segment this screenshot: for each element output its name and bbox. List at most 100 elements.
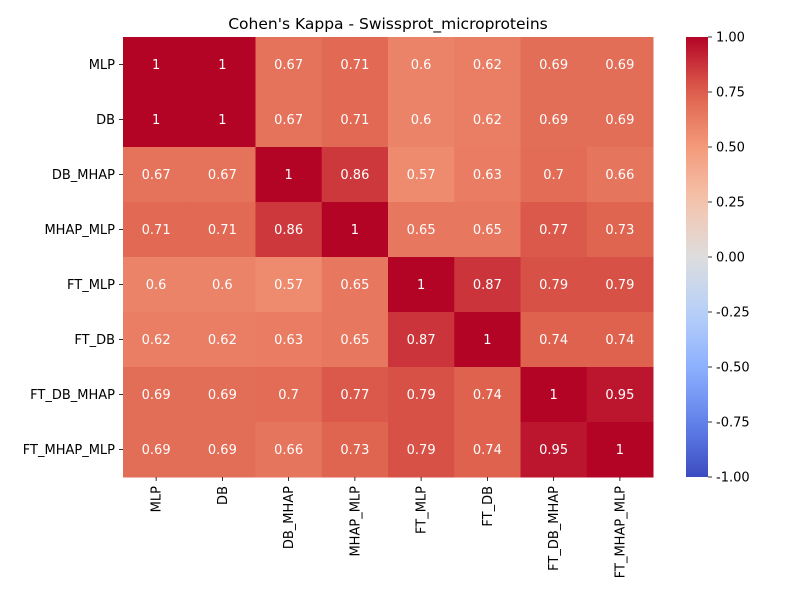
heatmap-cell [255,92,323,148]
cell-value-label: 0.65 [340,333,369,348]
row-label: FT_MHAP_MLP [23,443,115,458]
heatmap-cell [520,312,588,368]
colorbar-tick-label: 0.25 [716,196,745,211]
colorbar-tick-label: -0.75 [716,416,750,431]
cell-value-label: 0.63 [473,168,502,183]
heatmap-cell [255,37,323,93]
heatmap-cell [454,312,521,368]
cell-value-label: 0.65 [407,223,436,238]
heatmap-cell [520,257,588,313]
cell-value-label: 0.77 [539,223,568,238]
cell-value-label: 0.66 [274,443,303,458]
heatmap-cell [388,367,455,423]
cell-value-label: 0.62 [208,333,237,348]
heatmap-cell [454,367,521,423]
heatmap-cell [255,202,323,258]
cell-value-label: 0.7 [543,168,564,183]
cell-value-label: 0.65 [473,223,502,238]
heatmap-cell [321,367,389,423]
cell-value-label: 0.79 [407,443,436,458]
cell-value-label: 1 [284,168,292,183]
colorbar-tick-label: 0.00 [716,251,745,266]
cell-value-label: 1 [417,278,425,293]
cell-value-label: 0.69 [142,443,171,458]
cell-value-label: 0.57 [407,168,436,183]
heatmap-cell [586,367,654,423]
cell-value-label: 0.69 [208,388,237,403]
cell-value-label: 0.86 [340,168,369,183]
heatmap-cell [520,422,588,478]
heatmap-cell [189,312,256,368]
heatmap-cell [454,92,521,148]
cell-value-label: 0.71 [340,113,369,128]
heatmap-cell [321,37,389,93]
cell-value-label: 0.69 [539,113,568,128]
heatmap-cell [255,312,323,368]
cell-value-label: 0.74 [539,333,568,348]
row-labels: MLP DB DB_MHAP MHAP_MLP FT_MLP FT_DB FT_DB_MHA… [23,58,123,458]
heatmap-cell [255,422,323,478]
heatmap-cell [520,202,588,258]
heatmap-cell [454,422,521,478]
heatmap-cell [586,257,654,313]
heatmap-cell [454,202,521,258]
cell-value-label: 0.71 [208,223,237,238]
heatmap-cell [255,147,323,203]
heatmap-cell [454,257,521,313]
cell-value-label: 0.79 [539,278,568,293]
colorbar-tick-label: 0.75 [716,86,745,101]
heatmap-cell [321,147,389,203]
heatmap-cell [321,257,389,313]
cell-value-label: 0.74 [605,333,634,348]
chart-title: Cohen's Kappa - Swissprot_microproteins [228,15,548,34]
heatmap-cell [123,202,190,258]
heatmap-cell [189,147,256,203]
column-labels: MLP DB DB_MHAP MHAP_MLP FT_MLP FT_DB FT_DB_MHA… [150,477,628,578]
row-label: MLP [89,58,115,73]
heatmap-cell [123,312,190,368]
heatmap-cell [454,37,521,93]
cell-value-label: 0.63 [274,333,303,348]
cell-value-label: 0.66 [605,168,634,183]
heatmap-cell [586,147,654,203]
cell-value-label: 1 [549,388,557,403]
heatmap-cell [321,202,389,258]
row-label: MHAP_MLP [44,223,115,238]
cell-value-label: 0.69 [208,443,237,458]
cell-value-label: 0.74 [473,388,502,403]
cell-value-label: 0.67 [274,113,303,128]
heatmap-cell [454,147,521,203]
heatmap-cell [123,37,190,93]
column-label: MLP [150,486,165,512]
heatmap-cell [520,147,588,203]
heatmap-cell [388,147,455,203]
cell-value-label: 0.6 [146,278,167,293]
cell-value-label: 0.62 [473,58,502,73]
heatmap-cell [189,367,256,423]
column-label: DB_MHAP [282,486,297,549]
row-label: DB [96,113,115,128]
cell-value-label: 1 [616,443,624,458]
cell-value-label: 1 [351,223,359,238]
cell-value-label: 0.6 [411,113,432,128]
cell-value-label: 0.67 [142,168,171,183]
colorbar-tick-label: -1.00 [716,471,750,486]
heatmap-cell [189,92,256,148]
cell-value-label: 1 [218,113,226,128]
cell-value-label: 0.95 [539,443,568,458]
heatmap-cell [388,37,455,93]
heatmap-cell [520,367,588,423]
column-label: FT_MLP [415,486,430,534]
heatmap-cell [388,312,455,368]
column-label: FT_DB_MHAP [547,486,562,571]
cell-value-label: 0.69 [605,113,634,128]
heatmap-cell [255,257,323,313]
heatmap-cell [189,257,256,313]
cell-value-label: 1 [483,333,491,348]
heatmap-cell [520,37,588,93]
heatmap-cell [388,202,455,258]
cell-value-label: 0.87 [407,333,436,348]
heatmap-cell [388,257,455,313]
